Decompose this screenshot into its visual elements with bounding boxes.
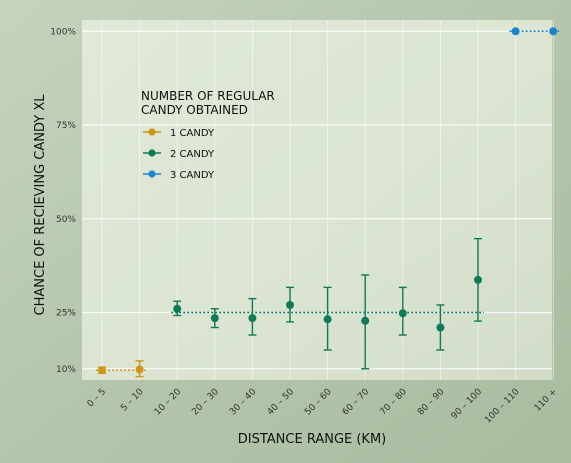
legend-label: 2 CANDY [170, 149, 215, 160]
y-tick-label: 10% [56, 365, 76, 375]
legend-label: 3 CANDY [170, 170, 215, 181]
legend-marker [148, 128, 156, 136]
data-marks [96, 27, 560, 378]
legend-marker [148, 170, 156, 178]
data-point [474, 275, 482, 284]
legend-title-line2: CANDY OBTAINED [141, 103, 248, 117]
data-point [436, 323, 445, 332]
y-tick-label: 100% [50, 27, 76, 37]
legend-label: 1 CANDY [170, 128, 215, 139]
plot-panel [82, 20, 552, 380]
y-axis-title: CHANCE OF RECIEVING CANDY XL [33, 94, 48, 316]
legend-title-line1: NUMBER OF REGULAR [141, 89, 275, 103]
data-point [173, 304, 182, 313]
data-point [98, 366, 106, 375]
y-tick-label: 25% [56, 309, 76, 319]
data-point [286, 301, 294, 309]
data-point [135, 365, 144, 374]
y-tick-label: 75% [56, 121, 76, 131]
y-axis-ticks: 100% 75% 50% 25% 10% [50, 27, 76, 375]
legend-marker [148, 149, 156, 157]
x-axis-title: DISTANCE RANGE (KM) [238, 432, 387, 447]
data-point [549, 27, 558, 36]
data-point [511, 27, 520, 36]
data-point [210, 314, 219, 323]
data-point [323, 315, 332, 324]
data-point [248, 314, 257, 323]
y-tick-label: 50% [56, 215, 76, 225]
data-point [361, 316, 370, 325]
data-point [398, 309, 407, 318]
legend: NUMBER OF REGULAR CANDY OBTAINED 1 CANDY… [141, 89, 275, 181]
